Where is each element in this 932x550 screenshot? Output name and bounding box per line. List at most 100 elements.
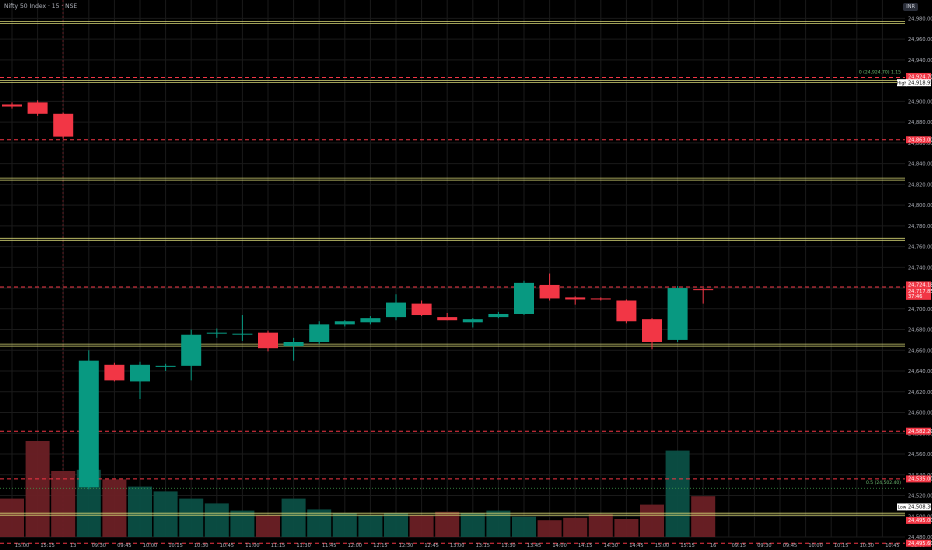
price-tick-label: 24,600.00	[908, 411, 932, 417]
time-tick-label: 09:30	[92, 543, 106, 549]
time-tick-label: 10:15	[168, 543, 182, 549]
volume-bar	[179, 498, 204, 537]
candle-body	[2, 104, 22, 107]
volume-bar	[614, 519, 639, 537]
price-tick-label: 24,640.00	[908, 369, 932, 375]
price-tick-label: 24,520.00	[908, 494, 932, 500]
volume-bar	[691, 496, 716, 537]
volume-bar	[384, 513, 408, 537]
candle-body	[27, 102, 48, 114]
level-lines: 0 (24,924.70) 1.15 0.5 (24,502.40)	[0, 21, 905, 544]
price-tag	[906, 72, 931, 80]
price-tick-label: 24,860.00	[908, 141, 932, 147]
price-tag	[906, 503, 931, 511]
price-tag	[906, 516, 931, 524]
candle-body	[437, 317, 458, 321]
price-tick-label: 24,760.00	[908, 245, 932, 251]
price-tag	[906, 136, 931, 144]
time-tick-label: 15:00	[15, 543, 29, 549]
price-tick-label: 24,800.00	[908, 203, 932, 209]
chart-title: Nifty 50 Index · 15 · NSE	[4, 3, 78, 10]
price-tag	[906, 539, 931, 547]
price-tag-label: 24,724.18	[908, 283, 932, 289]
candle-body	[642, 319, 662, 342]
candle-body	[53, 113, 74, 137]
price-tag-label: 24,495.60	[908, 541, 932, 547]
candle-body	[181, 334, 202, 366]
price-tick-label: 24,980.00	[908, 16, 932, 22]
time-tick-label: 16	[710, 543, 716, 549]
time-tick-label: 11:00	[245, 543, 259, 549]
time-tick-label: 15:15	[680, 543, 694, 549]
time-tick-label: 14:15	[578, 543, 592, 549]
tag-prefix: Low	[898, 505, 907, 511]
price-tick-label: 24,840.00	[908, 162, 932, 168]
volume-bar	[153, 491, 178, 537]
time-tick-label: 09:45	[117, 543, 131, 549]
price-tag	[906, 79, 931, 87]
time-tick-label: 13:45	[527, 543, 541, 549]
time-tick-label: 12:00	[348, 543, 362, 549]
volume-bar	[486, 510, 511, 537]
candle-body	[104, 364, 125, 381]
volume-bar	[512, 516, 536, 537]
time-axis: 15:00 15:15 13 09:30 09:45 10:00 10:15 10:30 10:…	[15, 543, 925, 549]
price-tick-label: 24,560.00	[908, 452, 932, 458]
price-tick-label: 24,740.00	[908, 265, 932, 271]
tag-prefix-bg	[897, 79, 907, 87]
candle-body	[206, 332, 227, 334]
tag-prefix: High	[897, 80, 907, 86]
candle-body	[360, 318, 381, 323]
volume-bar	[102, 479, 127, 537]
time-tick-label: 14:30	[604, 543, 618, 549]
candle-body	[693, 289, 714, 291]
price-tick-label: 24,620.00	[908, 390, 932, 396]
time-tick-label: 12:15	[373, 543, 387, 549]
time-tick-label: 13	[70, 543, 76, 549]
volume-bar	[665, 450, 690, 537]
volume-bar	[409, 515, 434, 537]
volume-bars	[0, 441, 716, 537]
candle-body	[386, 302, 406, 318]
volume-bar	[460, 513, 485, 537]
price-tag	[906, 475, 931, 483]
time-tick-label: 15:15	[40, 543, 54, 549]
time-tick-label: 10:00	[808, 543, 822, 549]
candle-body	[283, 341, 304, 347]
price-tag-label: 24,918.95	[908, 80, 932, 86]
price-tick-label: 24,780.00	[908, 224, 932, 230]
candle-body	[488, 313, 509, 318]
candle-body	[130, 364, 150, 382]
time-tick-label: 09:45	[783, 543, 797, 549]
time-tick-label: 11:30	[296, 543, 310, 549]
volume-bar	[25, 441, 50, 537]
level-annotation: 0.5 (24,502.40)	[866, 480, 901, 486]
time-tick-label: 13:00	[450, 543, 464, 549]
volume-bar	[307, 509, 332, 537]
price-tick-label: 24,820.00	[908, 182, 932, 188]
candle-body	[616, 300, 637, 322]
volume-bar	[0, 498, 24, 537]
time-tick-label: 10:00	[143, 543, 157, 549]
time-tick-label: 10:15	[834, 543, 848, 549]
price-tick-label: 24,700.00	[908, 307, 932, 313]
time-tick-label: 09:30	[757, 543, 771, 549]
price-axis-bg	[905, 0, 932, 550]
candle-body	[514, 282, 534, 314]
currency-badge[interactable]: INR	[903, 3, 918, 11]
price-tick-label: 24,960.00	[908, 37, 932, 43]
time-tick-label: 14:45	[629, 543, 643, 549]
price-tick-label: 24,660.00	[908, 348, 932, 354]
price-tag-label: 24,508.30	[908, 505, 932, 511]
price-tick-label: 24,940.00	[908, 58, 932, 64]
volume-bar	[51, 471, 76, 537]
price-tag-label: 24,535.00	[908, 477, 932, 483]
volume-bar	[358, 515, 383, 537]
candle-body	[155, 365, 176, 367]
time-tick-label: 10:30	[194, 543, 208, 549]
price-tag-label: 24,582.20	[908, 429, 932, 435]
time-tick-label: 12:45	[424, 543, 438, 549]
volume-bar	[128, 486, 152, 537]
candle-body	[258, 332, 278, 349]
